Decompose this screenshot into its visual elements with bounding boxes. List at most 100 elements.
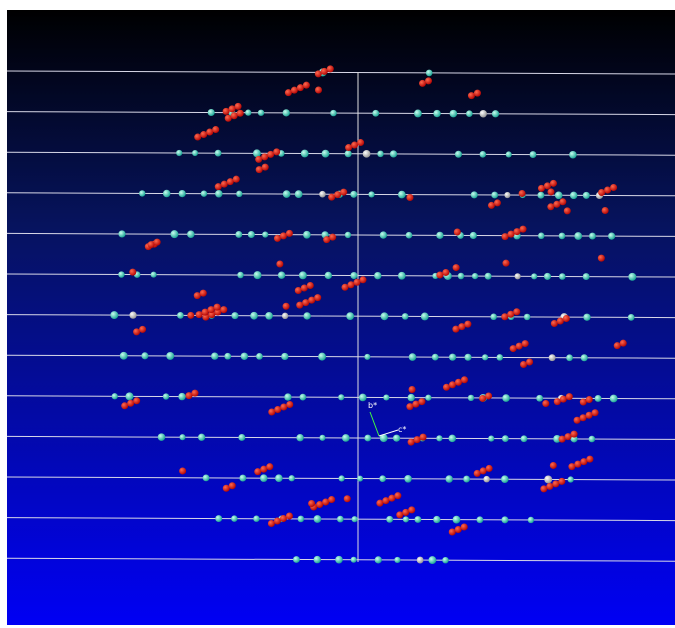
sphere [490,314,496,320]
sphere [569,151,577,159]
sphere [537,192,544,199]
sphere [433,110,440,117]
sphere [604,187,611,194]
sphere [559,436,566,443]
sphere [598,189,605,196]
sphere [274,235,281,242]
sphere [280,232,287,239]
sphere [485,273,492,280]
sphere [321,68,328,75]
sphere [393,435,400,442]
sphere [345,150,352,157]
sphere [323,236,330,243]
sphere [110,311,118,319]
sphere [464,354,471,361]
sphere [223,485,230,492]
sphere [455,379,462,386]
sphere [118,230,125,237]
sphere [154,239,161,246]
sphere [568,476,574,482]
sphere [486,465,493,472]
sphere [436,435,442,441]
sphere [566,393,573,400]
sphere [565,433,572,440]
sphere [278,272,285,279]
sphere [571,431,578,438]
sphere [359,394,367,402]
sphere [550,180,557,187]
sphere [268,520,275,527]
sphere [485,392,492,399]
sphere [519,190,526,197]
sphere [550,462,557,469]
sphere [382,497,389,504]
sphere [454,229,461,236]
sphere [408,439,415,446]
sphere [296,302,303,309]
sphere [491,192,498,199]
sphere [112,393,118,399]
sphere [363,150,371,158]
sphere [558,478,565,485]
sphere [327,65,334,72]
sphere [544,182,551,189]
sphere [463,476,470,483]
sphere [530,151,537,158]
sphere [303,82,310,89]
sphere [419,80,426,87]
sphere [394,492,401,499]
sphere [127,400,134,407]
sphere [158,433,166,441]
sphere [237,272,244,279]
sphere [283,303,290,310]
sphere [308,297,315,304]
sphere [546,483,553,490]
sphere [595,395,602,402]
sphere [482,354,488,360]
sphere [388,495,395,502]
sphere [229,105,236,112]
sphere [458,273,464,279]
sphere [299,271,307,279]
sphere [248,231,255,238]
sphere [239,475,246,482]
sphere [215,190,222,197]
sphere [520,361,527,368]
sphere [506,151,512,157]
sphere [536,395,543,402]
sphere [503,260,510,267]
sphere [315,87,322,94]
sphere [583,192,590,199]
sphere [250,312,258,320]
sphere [374,272,381,279]
sphere [515,273,521,279]
sphere [580,414,587,421]
sphere [194,292,201,299]
sphere [319,191,326,198]
sphere [557,318,564,325]
sphere [552,480,559,487]
sphere [628,273,636,281]
sphere [436,271,443,278]
sphere [133,397,140,404]
sphere [398,191,406,199]
sphere [383,394,389,400]
sphere [376,500,383,507]
sphere [377,151,384,158]
sphere [418,398,425,405]
sphere [179,434,185,440]
sphere [581,354,588,361]
sphere [628,314,635,321]
sphere [224,353,231,360]
sphere [516,343,523,350]
sphere [442,557,448,563]
sphere [540,485,547,492]
sphere [301,150,309,158]
sphere [538,185,545,192]
sphere [215,515,222,522]
sphere [592,409,599,416]
sphere [453,264,460,271]
sphere [574,232,582,240]
sphere [461,376,468,383]
sphere [522,340,529,347]
